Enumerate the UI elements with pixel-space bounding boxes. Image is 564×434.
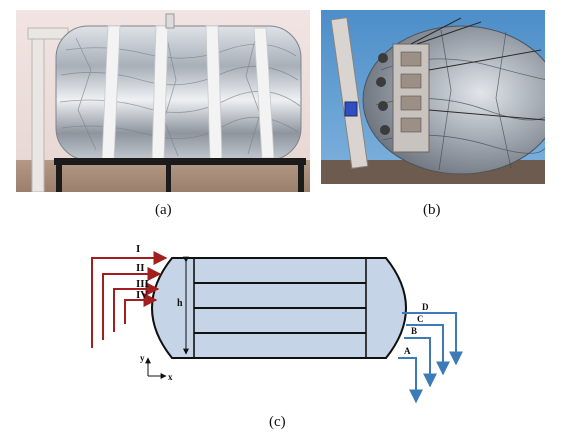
- outlet-pipe-C: [406, 324, 450, 376]
- inlet-pipe-IV: [124, 293, 158, 324]
- outlet-label-D: D: [422, 302, 429, 312]
- outlet-pipe-A: [398, 357, 423, 404]
- height-label: h: [177, 298, 183, 309]
- photo-b-tank-with-sensors: [321, 10, 545, 184]
- outlet-label-B: B: [411, 326, 417, 336]
- outlet-pipe-D: [402, 312, 463, 366]
- photo-a-insulated-tank: [16, 10, 310, 192]
- y-axis-label: y: [140, 353, 145, 363]
- inlet-label-III: III: [136, 278, 149, 290]
- caption-a: (a): [155, 202, 172, 218]
- inlet-pipe-III: [113, 282, 160, 332]
- tank-photo-illustration: [16, 10, 310, 192]
- x-axis-label: x: [168, 372, 173, 382]
- inlet-pipe-I: [91, 251, 168, 348]
- tank-layers: [194, 282, 366, 334]
- outlet-label-A: A: [404, 346, 411, 356]
- inlet-label-I: I: [136, 243, 140, 255]
- inlet-pipe-II: [102, 267, 162, 340]
- inlet-pipes: [91, 251, 168, 348]
- sensor-tank-photo-illustration: [321, 10, 545, 184]
- outlet-pipe-B: [404, 337, 437, 388]
- caption-b: (b): [423, 202, 441, 218]
- outlet-label-C: C: [417, 314, 424, 324]
- caption-c: (c): [269, 414, 286, 430]
- inlet-label-IV: IV: [136, 289, 148, 301]
- inlet-label-II: II: [136, 262, 145, 274]
- outlet-pipes: [398, 312, 463, 404]
